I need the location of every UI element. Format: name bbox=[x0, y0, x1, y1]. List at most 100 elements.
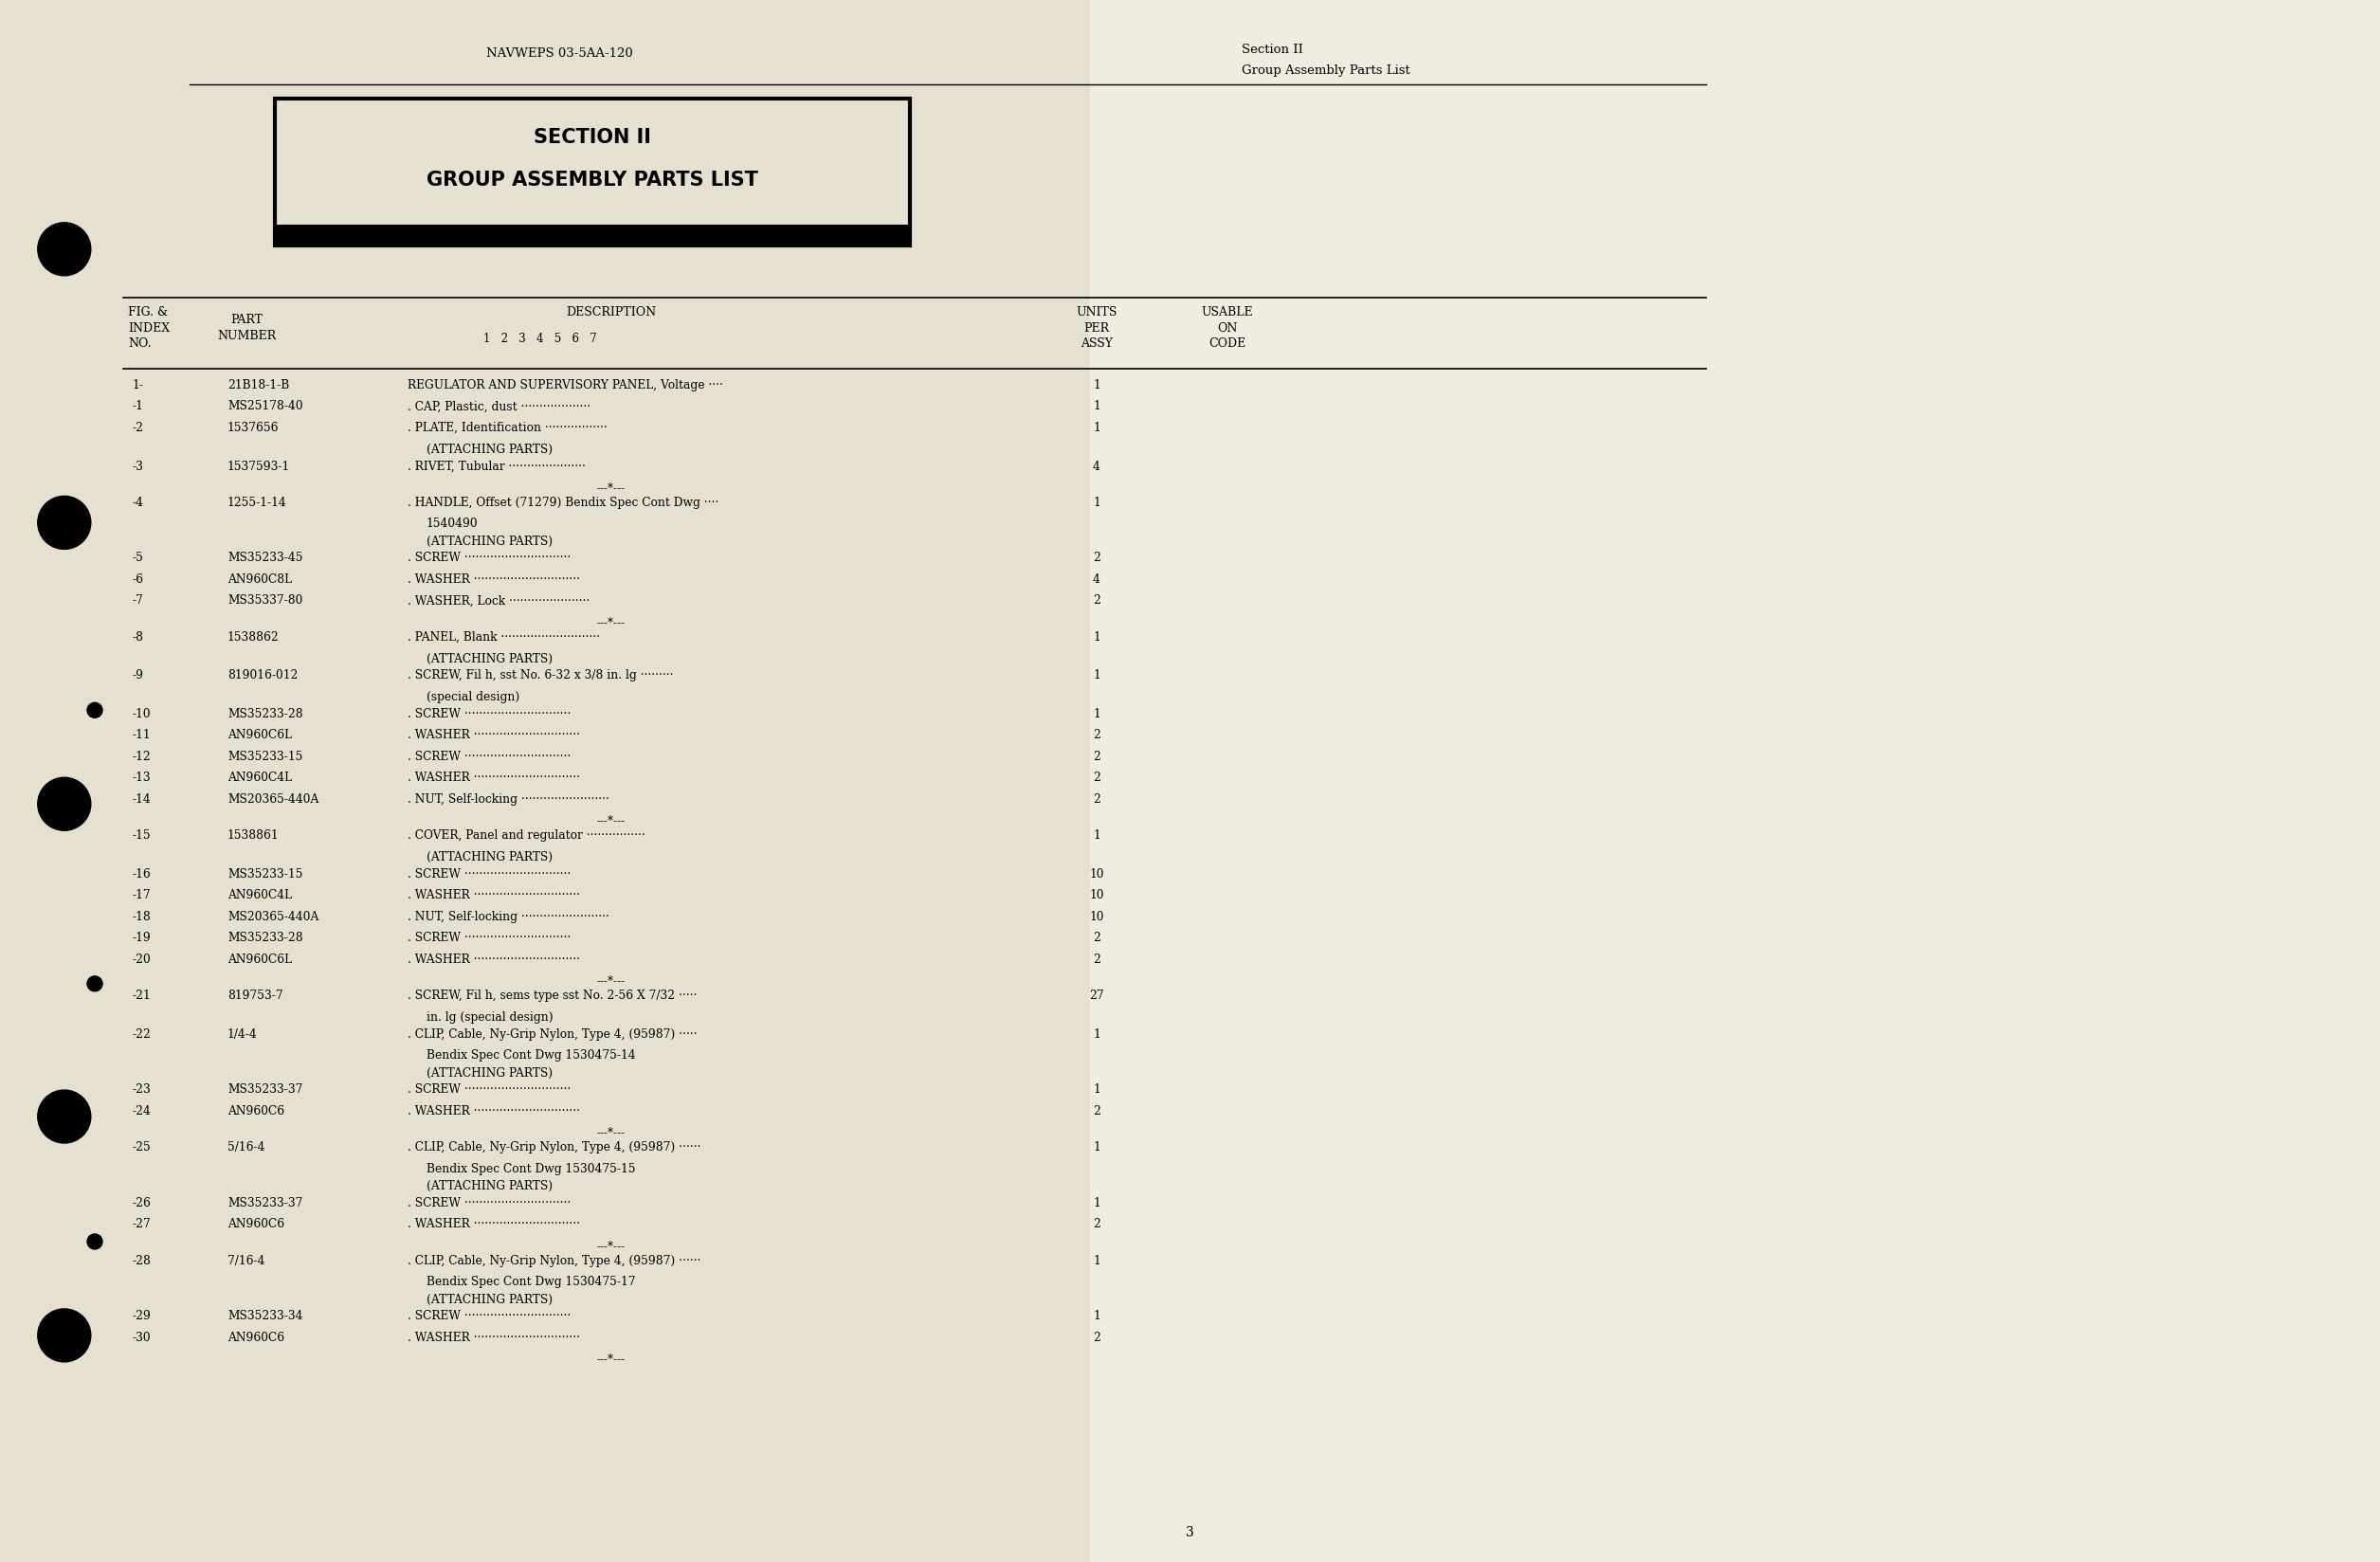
Text: 2: 2 bbox=[1092, 1331, 1100, 1343]
Text: . CLIP, Cable, Ny-Grip Nylon, Type 4, (95987) ······: . CLIP, Cable, Ny-Grip Nylon, Type 4, (9… bbox=[407, 1254, 700, 1267]
Text: 7/16-4: 7/16-4 bbox=[228, 1254, 264, 1267]
Text: -27: -27 bbox=[133, 1218, 152, 1229]
Text: 1538862: 1538862 bbox=[228, 631, 278, 644]
Text: 1: 1 bbox=[1092, 708, 1100, 720]
Text: (ATTACHING PARTS): (ATTACHING PARTS) bbox=[426, 444, 552, 455]
Text: . NUT, Self-locking ························: . NUT, Self-locking ····················… bbox=[407, 793, 609, 804]
Text: . PANEL, Blank ···························: . PANEL, Blank ·························… bbox=[407, 631, 600, 644]
Text: . WASHER, Lock ······················: . WASHER, Lock ······················ bbox=[407, 595, 590, 606]
Text: 4: 4 bbox=[1092, 573, 1100, 586]
Text: . COVER, Panel and regulator ················: . COVER, Panel and regulator ···········… bbox=[407, 829, 645, 842]
Text: ---*---: ---*--- bbox=[597, 1239, 626, 1251]
Text: -10: -10 bbox=[133, 708, 152, 720]
Text: -17: -17 bbox=[133, 889, 152, 901]
Text: MS25178-40: MS25178-40 bbox=[228, 400, 302, 412]
Text: Section II: Section II bbox=[1242, 44, 1304, 56]
Text: MS35233-45: MS35233-45 bbox=[228, 551, 302, 564]
Text: . SCREW ·····························: . SCREW ····························· bbox=[407, 750, 571, 762]
Text: MS35233-28: MS35233-28 bbox=[228, 931, 302, 943]
Text: 10: 10 bbox=[1090, 889, 1104, 901]
Circle shape bbox=[38, 497, 90, 550]
Text: 1255-1-14: 1255-1-14 bbox=[228, 497, 288, 509]
Text: -26: -26 bbox=[133, 1196, 152, 1209]
Text: 27: 27 bbox=[1090, 989, 1104, 1001]
Text: MS20365-440A: MS20365-440A bbox=[228, 911, 319, 923]
Text: . CLIP, Cable, Ny-Grip Nylon, Type 4, (95987) ······: . CLIP, Cable, Ny-Grip Nylon, Type 4, (9… bbox=[407, 1140, 700, 1153]
Text: 10: 10 bbox=[1090, 911, 1104, 923]
Bar bbox=[1090, 0, 2380, 1562]
Text: ---*---: ---*--- bbox=[597, 615, 626, 628]
Text: UNITS
PER
ASSY: UNITS PER ASSY bbox=[1076, 306, 1116, 350]
Text: MS35233-15: MS35233-15 bbox=[228, 867, 302, 879]
Text: REGULATOR AND SUPERVISORY PANEL, Voltage ····: REGULATOR AND SUPERVISORY PANEL, Voltage… bbox=[407, 380, 724, 390]
Text: (ATTACHING PARTS): (ATTACHING PARTS) bbox=[426, 653, 552, 664]
Text: -8: -8 bbox=[133, 631, 145, 644]
Text: ---*---: ---*--- bbox=[597, 814, 626, 826]
Text: (special design): (special design) bbox=[426, 690, 519, 703]
Text: . SCREW ·····························: . SCREW ····························· bbox=[407, 708, 571, 720]
Text: Bendix Spec Cont Dwg 1530475-15: Bendix Spec Cont Dwg 1530475-15 bbox=[426, 1162, 635, 1175]
Text: PART
NUMBER: PART NUMBER bbox=[217, 314, 276, 342]
Text: -5: -5 bbox=[133, 551, 143, 564]
Circle shape bbox=[88, 703, 102, 719]
Text: 2: 2 bbox=[1092, 729, 1100, 742]
Text: -20: -20 bbox=[133, 953, 152, 965]
Text: . HANDLE, Offset (71279) Bendix Spec Cont Dwg ····: . HANDLE, Offset (71279) Bendix Spec Con… bbox=[407, 497, 719, 509]
Text: (ATTACHING PARTS): (ATTACHING PARTS) bbox=[426, 1067, 552, 1078]
Text: -14: -14 bbox=[133, 793, 152, 804]
Text: ---*---: ---*--- bbox=[597, 1353, 626, 1365]
Text: 1: 1 bbox=[1092, 400, 1100, 412]
Text: 1   2   3   4   5   6   7: 1 2 3 4 5 6 7 bbox=[483, 333, 597, 345]
Text: 1537593-1: 1537593-1 bbox=[228, 459, 290, 472]
Text: MS35337-80: MS35337-80 bbox=[228, 595, 302, 606]
Text: ---*---: ---*--- bbox=[597, 975, 626, 987]
Text: 1: 1 bbox=[1092, 1082, 1100, 1095]
Text: . SCREW ·····························: . SCREW ····························· bbox=[407, 931, 571, 943]
Text: SECTION II: SECTION II bbox=[533, 128, 652, 147]
Text: 819753-7: 819753-7 bbox=[228, 989, 283, 1001]
Text: ---*---: ---*--- bbox=[597, 481, 626, 494]
Text: . RIVET, Tubular ·····················: . RIVET, Tubular ····················· bbox=[407, 459, 585, 472]
Text: NAVWEPS 03-5AA-120: NAVWEPS 03-5AA-120 bbox=[486, 47, 633, 59]
Text: . SCREW, Fil h, sems type sst No. 2-56 X 7/32 ·····: . SCREW, Fil h, sems type sst No. 2-56 X… bbox=[407, 989, 697, 1001]
Text: . SCREW ·····························: . SCREW ····························· bbox=[407, 1196, 571, 1209]
Text: -7: -7 bbox=[133, 595, 143, 606]
Text: -28: -28 bbox=[133, 1254, 152, 1267]
Text: AN960C6L: AN960C6L bbox=[228, 953, 293, 965]
Text: AN960C8L: AN960C8L bbox=[228, 573, 293, 586]
Text: 2: 2 bbox=[1092, 750, 1100, 762]
Text: GROUP ASSEMBLY PARTS LIST: GROUP ASSEMBLY PARTS LIST bbox=[426, 170, 759, 189]
Text: -6: -6 bbox=[133, 573, 145, 586]
Text: 1: 1 bbox=[1092, 1028, 1100, 1040]
Text: AN960C6: AN960C6 bbox=[228, 1104, 286, 1117]
Text: AN960C6: AN960C6 bbox=[228, 1218, 286, 1229]
Text: (ATTACHING PARTS): (ATTACHING PARTS) bbox=[426, 851, 552, 862]
Text: USABLE
ON
CODE: USABLE ON CODE bbox=[1202, 306, 1254, 350]
Text: (ATTACHING PARTS): (ATTACHING PARTS) bbox=[426, 534, 552, 547]
Text: 1537656: 1537656 bbox=[228, 422, 278, 434]
Text: 1540490: 1540490 bbox=[426, 517, 478, 530]
Text: 2: 2 bbox=[1092, 931, 1100, 943]
Text: 1: 1 bbox=[1092, 1309, 1100, 1321]
Text: -30: -30 bbox=[133, 1331, 152, 1343]
Text: -29: -29 bbox=[133, 1309, 152, 1321]
Text: . WASHER ·····························: . WASHER ····························· bbox=[407, 772, 581, 784]
Circle shape bbox=[88, 1234, 102, 1250]
Text: . WASHER ·····························: . WASHER ····························· bbox=[407, 1331, 581, 1343]
Text: MS35233-28: MS35233-28 bbox=[228, 708, 302, 720]
Circle shape bbox=[38, 1090, 90, 1143]
Text: . CLIP, Cable, Ny-Grip Nylon, Type 4, (95987) ·····: . CLIP, Cable, Ny-Grip Nylon, Type 4, (9… bbox=[407, 1028, 697, 1040]
Text: AN960C6: AN960C6 bbox=[228, 1331, 286, 1343]
Text: 2: 2 bbox=[1092, 551, 1100, 564]
Circle shape bbox=[38, 223, 90, 276]
Text: Bendix Spec Cont Dwg 1530475-17: Bendix Spec Cont Dwg 1530475-17 bbox=[426, 1276, 635, 1287]
Text: AN960C4L: AN960C4L bbox=[228, 772, 293, 784]
Bar bbox=[274, 100, 909, 247]
Text: -19: -19 bbox=[133, 931, 152, 943]
Text: . SCREW ·····························: . SCREW ····························· bbox=[407, 1082, 571, 1095]
Text: MS35233-34: MS35233-34 bbox=[228, 1309, 302, 1321]
Text: -21: -21 bbox=[133, 989, 152, 1001]
Text: -12: -12 bbox=[133, 750, 152, 762]
Text: . CAP, Plastic, dust ···················: . CAP, Plastic, dust ··················· bbox=[407, 400, 590, 412]
Text: DESCRIPTION: DESCRIPTION bbox=[566, 306, 657, 319]
